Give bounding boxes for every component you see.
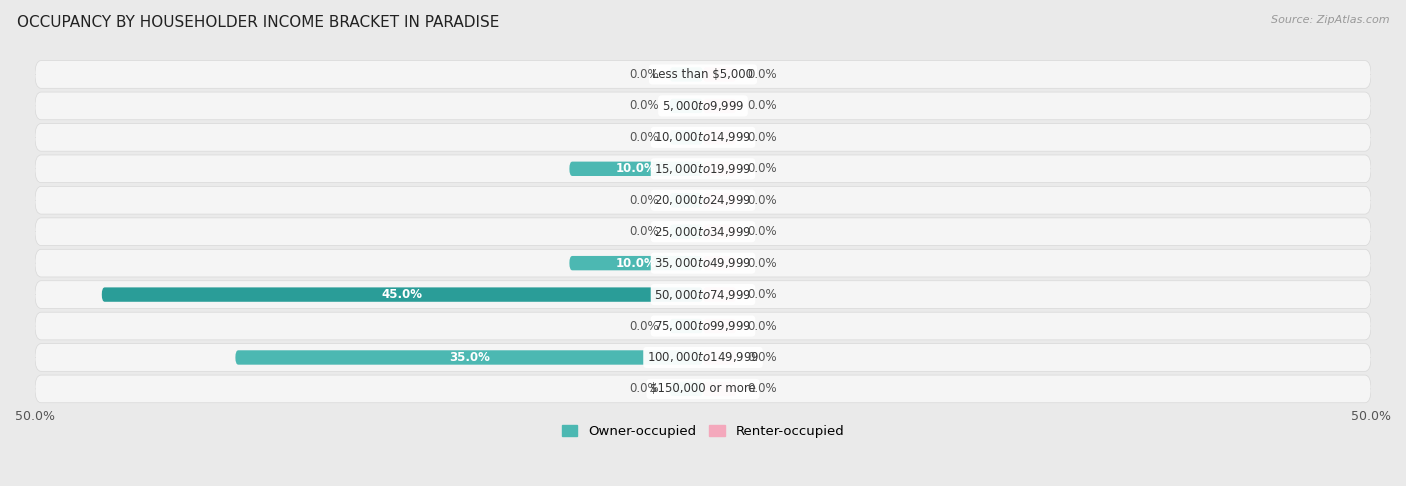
- Text: $20,000 to $24,999: $20,000 to $24,999: [654, 193, 752, 207]
- Text: $35,000 to $49,999: $35,000 to $49,999: [654, 256, 752, 270]
- Text: $75,000 to $99,999: $75,000 to $99,999: [654, 319, 752, 333]
- Text: $15,000 to $19,999: $15,000 to $19,999: [654, 162, 752, 176]
- Text: 0.0%: 0.0%: [747, 288, 776, 301]
- FancyBboxPatch shape: [669, 225, 703, 239]
- FancyBboxPatch shape: [703, 382, 737, 396]
- FancyBboxPatch shape: [35, 123, 1371, 151]
- Text: 0.0%: 0.0%: [747, 162, 776, 175]
- Text: 0.0%: 0.0%: [630, 382, 659, 396]
- Legend: Owner-occupied, Renter-occupied: Owner-occupied, Renter-occupied: [557, 419, 849, 443]
- Text: $150,000 or more: $150,000 or more: [650, 382, 756, 396]
- FancyBboxPatch shape: [703, 193, 737, 208]
- Text: $100,000 to $149,999: $100,000 to $149,999: [647, 350, 759, 364]
- Text: 35.0%: 35.0%: [449, 351, 489, 364]
- Text: 0.0%: 0.0%: [747, 257, 776, 270]
- FancyBboxPatch shape: [703, 99, 737, 113]
- FancyBboxPatch shape: [569, 162, 703, 176]
- Text: 0.0%: 0.0%: [630, 131, 659, 144]
- Text: OCCUPANCY BY HOUSEHOLDER INCOME BRACKET IN PARADISE: OCCUPANCY BY HOUSEHOLDER INCOME BRACKET …: [17, 15, 499, 30]
- FancyBboxPatch shape: [703, 350, 737, 364]
- FancyBboxPatch shape: [703, 256, 737, 270]
- Text: $25,000 to $34,999: $25,000 to $34,999: [654, 225, 752, 239]
- Text: 0.0%: 0.0%: [747, 351, 776, 364]
- Text: $5,000 to $9,999: $5,000 to $9,999: [662, 99, 744, 113]
- FancyBboxPatch shape: [569, 256, 703, 270]
- FancyBboxPatch shape: [669, 193, 703, 208]
- FancyBboxPatch shape: [703, 130, 737, 144]
- FancyBboxPatch shape: [669, 67, 703, 82]
- FancyBboxPatch shape: [235, 350, 703, 364]
- FancyBboxPatch shape: [703, 67, 737, 82]
- FancyBboxPatch shape: [703, 162, 737, 176]
- FancyBboxPatch shape: [35, 155, 1371, 183]
- Text: 0.0%: 0.0%: [747, 225, 776, 238]
- FancyBboxPatch shape: [35, 249, 1371, 277]
- Text: 0.0%: 0.0%: [747, 194, 776, 207]
- Text: 0.0%: 0.0%: [747, 382, 776, 396]
- Text: $10,000 to $14,999: $10,000 to $14,999: [654, 130, 752, 144]
- FancyBboxPatch shape: [703, 287, 737, 302]
- Text: Source: ZipAtlas.com: Source: ZipAtlas.com: [1271, 15, 1389, 25]
- FancyBboxPatch shape: [669, 382, 703, 396]
- FancyBboxPatch shape: [101, 287, 703, 302]
- Text: 0.0%: 0.0%: [747, 100, 776, 112]
- Text: 45.0%: 45.0%: [382, 288, 423, 301]
- FancyBboxPatch shape: [669, 130, 703, 144]
- FancyBboxPatch shape: [35, 312, 1371, 340]
- FancyBboxPatch shape: [35, 344, 1371, 371]
- FancyBboxPatch shape: [703, 225, 737, 239]
- Text: 0.0%: 0.0%: [630, 225, 659, 238]
- FancyBboxPatch shape: [35, 375, 1371, 403]
- FancyBboxPatch shape: [669, 319, 703, 333]
- Text: $50,000 to $74,999: $50,000 to $74,999: [654, 288, 752, 302]
- Text: 0.0%: 0.0%: [630, 100, 659, 112]
- FancyBboxPatch shape: [35, 92, 1371, 120]
- Text: 0.0%: 0.0%: [747, 319, 776, 332]
- Text: 0.0%: 0.0%: [747, 131, 776, 144]
- Text: 0.0%: 0.0%: [630, 319, 659, 332]
- FancyBboxPatch shape: [35, 218, 1371, 245]
- FancyBboxPatch shape: [703, 319, 737, 333]
- FancyBboxPatch shape: [669, 99, 703, 113]
- Text: 0.0%: 0.0%: [747, 68, 776, 81]
- FancyBboxPatch shape: [35, 281, 1371, 309]
- Text: Less than $5,000: Less than $5,000: [652, 68, 754, 81]
- Text: 10.0%: 10.0%: [616, 162, 657, 175]
- FancyBboxPatch shape: [35, 61, 1371, 88]
- FancyBboxPatch shape: [35, 187, 1371, 214]
- Text: 10.0%: 10.0%: [616, 257, 657, 270]
- Text: 0.0%: 0.0%: [630, 194, 659, 207]
- Text: 0.0%: 0.0%: [630, 68, 659, 81]
